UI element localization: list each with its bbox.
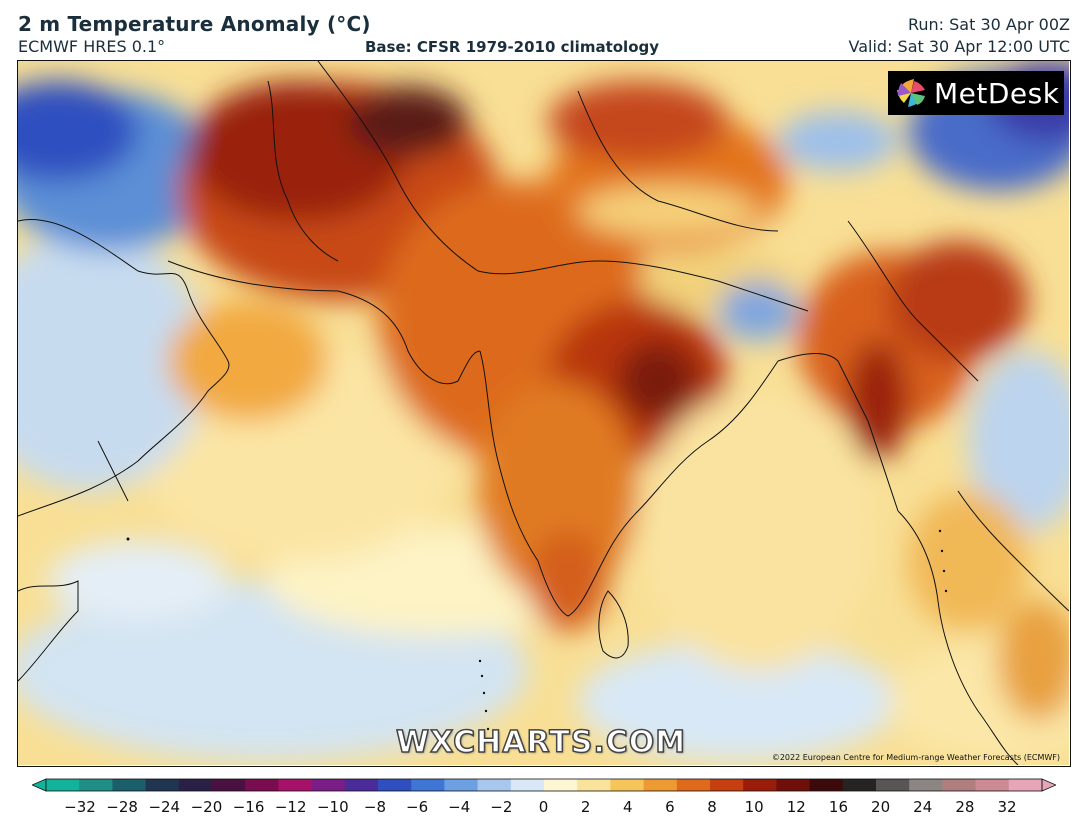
colorbar-swatch xyxy=(544,779,578,791)
colorbar-swatch xyxy=(975,779,1010,791)
colorbar-tick-label: −2 xyxy=(490,798,513,816)
colorbar-tick-label: 4 xyxy=(622,798,633,816)
colorbar-tick-label: 28 xyxy=(955,798,975,816)
run-info: Run: Sat 30 Apr 00Z Valid: Sat 30 Apr 12… xyxy=(849,14,1070,58)
colorbar-swatch xyxy=(344,779,379,791)
colorbar-swatch xyxy=(311,779,346,791)
climatology-base-label: Base: CFSR 1979-2010 climatology xyxy=(365,38,660,56)
colorbar-swatch xyxy=(842,779,877,791)
colorbar-swatch xyxy=(776,779,811,791)
colorbar-swatch xyxy=(676,779,711,791)
colorbar-tick-label: 12 xyxy=(786,798,806,816)
colorbar-swatch xyxy=(178,779,213,791)
coastlines xyxy=(18,61,1069,765)
colorbar-tick-label: −16 xyxy=(232,798,265,816)
colorbar xyxy=(32,778,1056,792)
logo-text: MetDesk xyxy=(934,76,1060,110)
colorbar-swatch xyxy=(610,779,645,791)
colorbar-swatch xyxy=(46,779,80,791)
colorbar-tick-label: 10 xyxy=(744,798,764,816)
colorbar-swatch xyxy=(79,779,113,791)
colorbar-tick-label: −6 xyxy=(406,798,429,816)
colorbar-tick-label: 24 xyxy=(913,798,933,816)
colorbar-swatch xyxy=(245,779,279,791)
colorbar-tick-label: 2 xyxy=(580,798,591,816)
colorbar-swatch xyxy=(710,779,744,791)
colorbar-swatch xyxy=(477,779,512,791)
colorbar-tick-label: 20 xyxy=(871,798,891,816)
colorbar-swatch xyxy=(577,779,611,791)
model-label: ECMWF HRES 0.1° xyxy=(18,37,166,56)
colorbar-swatch xyxy=(643,779,678,791)
colorbar-tick-label: −10 xyxy=(316,798,349,816)
colorbar-swatch xyxy=(809,779,844,791)
anomaly-field xyxy=(18,61,1069,761)
colorbar-tick-label: 0 xyxy=(538,798,549,816)
colorbar-swatch xyxy=(145,779,180,791)
colorbar-swatch xyxy=(942,779,977,791)
metdesk-logo: MetDesk xyxy=(888,71,1064,115)
metdesk-pinwheel-icon xyxy=(897,79,925,107)
colorbar-tick-label: −12 xyxy=(274,798,307,816)
colorbar-swatch xyxy=(909,779,943,791)
map-canvas xyxy=(18,61,1069,765)
colorbar-swatch xyxy=(510,779,545,791)
colorbar-tick-label: 16 xyxy=(828,798,848,816)
colorbar-tick-label: 6 xyxy=(665,798,675,816)
colorbar-swatch xyxy=(411,779,445,791)
chart-title: 2 m Temperature Anomaly (°C) xyxy=(18,12,371,36)
colorbar-swatch xyxy=(876,779,910,791)
colorbar-tick-label: −32 xyxy=(64,798,96,816)
colorbar-tick-label: −24 xyxy=(148,798,181,816)
colorbar-swatch xyxy=(743,779,777,791)
colorbar-swatch xyxy=(112,779,147,791)
colorbar-swatch xyxy=(212,779,246,791)
colorbar-ticks: −32 −28 −24 −20 −16 −12 −10 −8 −6 −4 −2 0 2 4 6 8 10 12 16… xyxy=(0,798,1088,822)
colorbar-swatch xyxy=(1008,779,1043,791)
colorbar-outline xyxy=(45,778,1043,792)
colorbar-swatch xyxy=(278,779,313,791)
valid-time: Valid: Sat 30 Apr 12:00 UTC xyxy=(848,37,1070,56)
run-time: Run: Sat 30 Apr 00Z xyxy=(907,15,1070,34)
colorbar-tick-label: −4 xyxy=(448,798,471,816)
colorbar-tick-label: −28 xyxy=(106,798,138,816)
wxcharts-watermark: WXCHARTS.COM xyxy=(395,724,687,761)
colorbar-min-arrow xyxy=(32,778,47,792)
colorbar-tick-label: 8 xyxy=(707,798,717,816)
colorbar-tick-label: −8 xyxy=(363,798,387,816)
islands xyxy=(126,529,948,731)
copyright-notice: ©2022 European Centre for Medium-range W… xyxy=(771,753,1060,762)
colorbar-tick-label: 32 xyxy=(997,798,1017,816)
anomaly-map[interactable]: MetDesk WXCHARTS.COM ©2022 European Cent… xyxy=(17,60,1071,767)
colorbar-tick-label: −20 xyxy=(190,798,223,816)
colorbar-swatch xyxy=(378,779,412,791)
colorbar-swatch xyxy=(444,779,479,791)
colorbar-max-arrow xyxy=(1041,778,1056,792)
